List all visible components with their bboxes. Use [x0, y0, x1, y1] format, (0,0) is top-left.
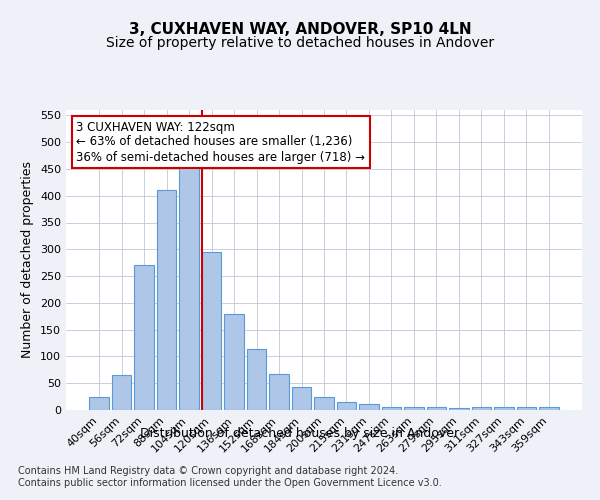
Bar — [269, 374, 289, 410]
Y-axis label: Number of detached properties: Number of detached properties — [22, 162, 34, 358]
Text: 3 CUXHAVEN WAY: 122sqm
← 63% of detached houses are smaller (1,236)
36% of semi-: 3 CUXHAVEN WAY: 122sqm ← 63% of detached… — [76, 120, 365, 164]
Bar — [202, 252, 221, 410]
Text: Size of property relative to detached houses in Andover: Size of property relative to detached ho… — [106, 36, 494, 50]
Bar — [157, 190, 176, 410]
Bar — [539, 408, 559, 410]
Bar — [292, 387, 311, 410]
Bar — [449, 408, 469, 410]
Bar — [179, 166, 199, 410]
Bar — [89, 396, 109, 410]
Bar — [517, 408, 536, 410]
Bar — [112, 375, 131, 410]
Text: 3, CUXHAVEN WAY, ANDOVER, SP10 4LN: 3, CUXHAVEN WAY, ANDOVER, SP10 4LN — [128, 22, 472, 38]
Bar — [382, 407, 401, 410]
Bar — [224, 314, 244, 410]
Bar — [314, 396, 334, 410]
Bar — [337, 402, 356, 410]
Bar — [247, 350, 266, 410]
Bar — [134, 266, 154, 410]
Text: Distribution of detached houses by size in Andover: Distribution of detached houses by size … — [140, 428, 460, 440]
Text: Contains HM Land Registry data © Crown copyright and database right 2024.
Contai: Contains HM Land Registry data © Crown c… — [18, 466, 442, 487]
Bar — [427, 408, 446, 410]
Bar — [494, 408, 514, 410]
Bar — [472, 408, 491, 410]
Bar — [359, 404, 379, 410]
Bar — [404, 408, 424, 410]
